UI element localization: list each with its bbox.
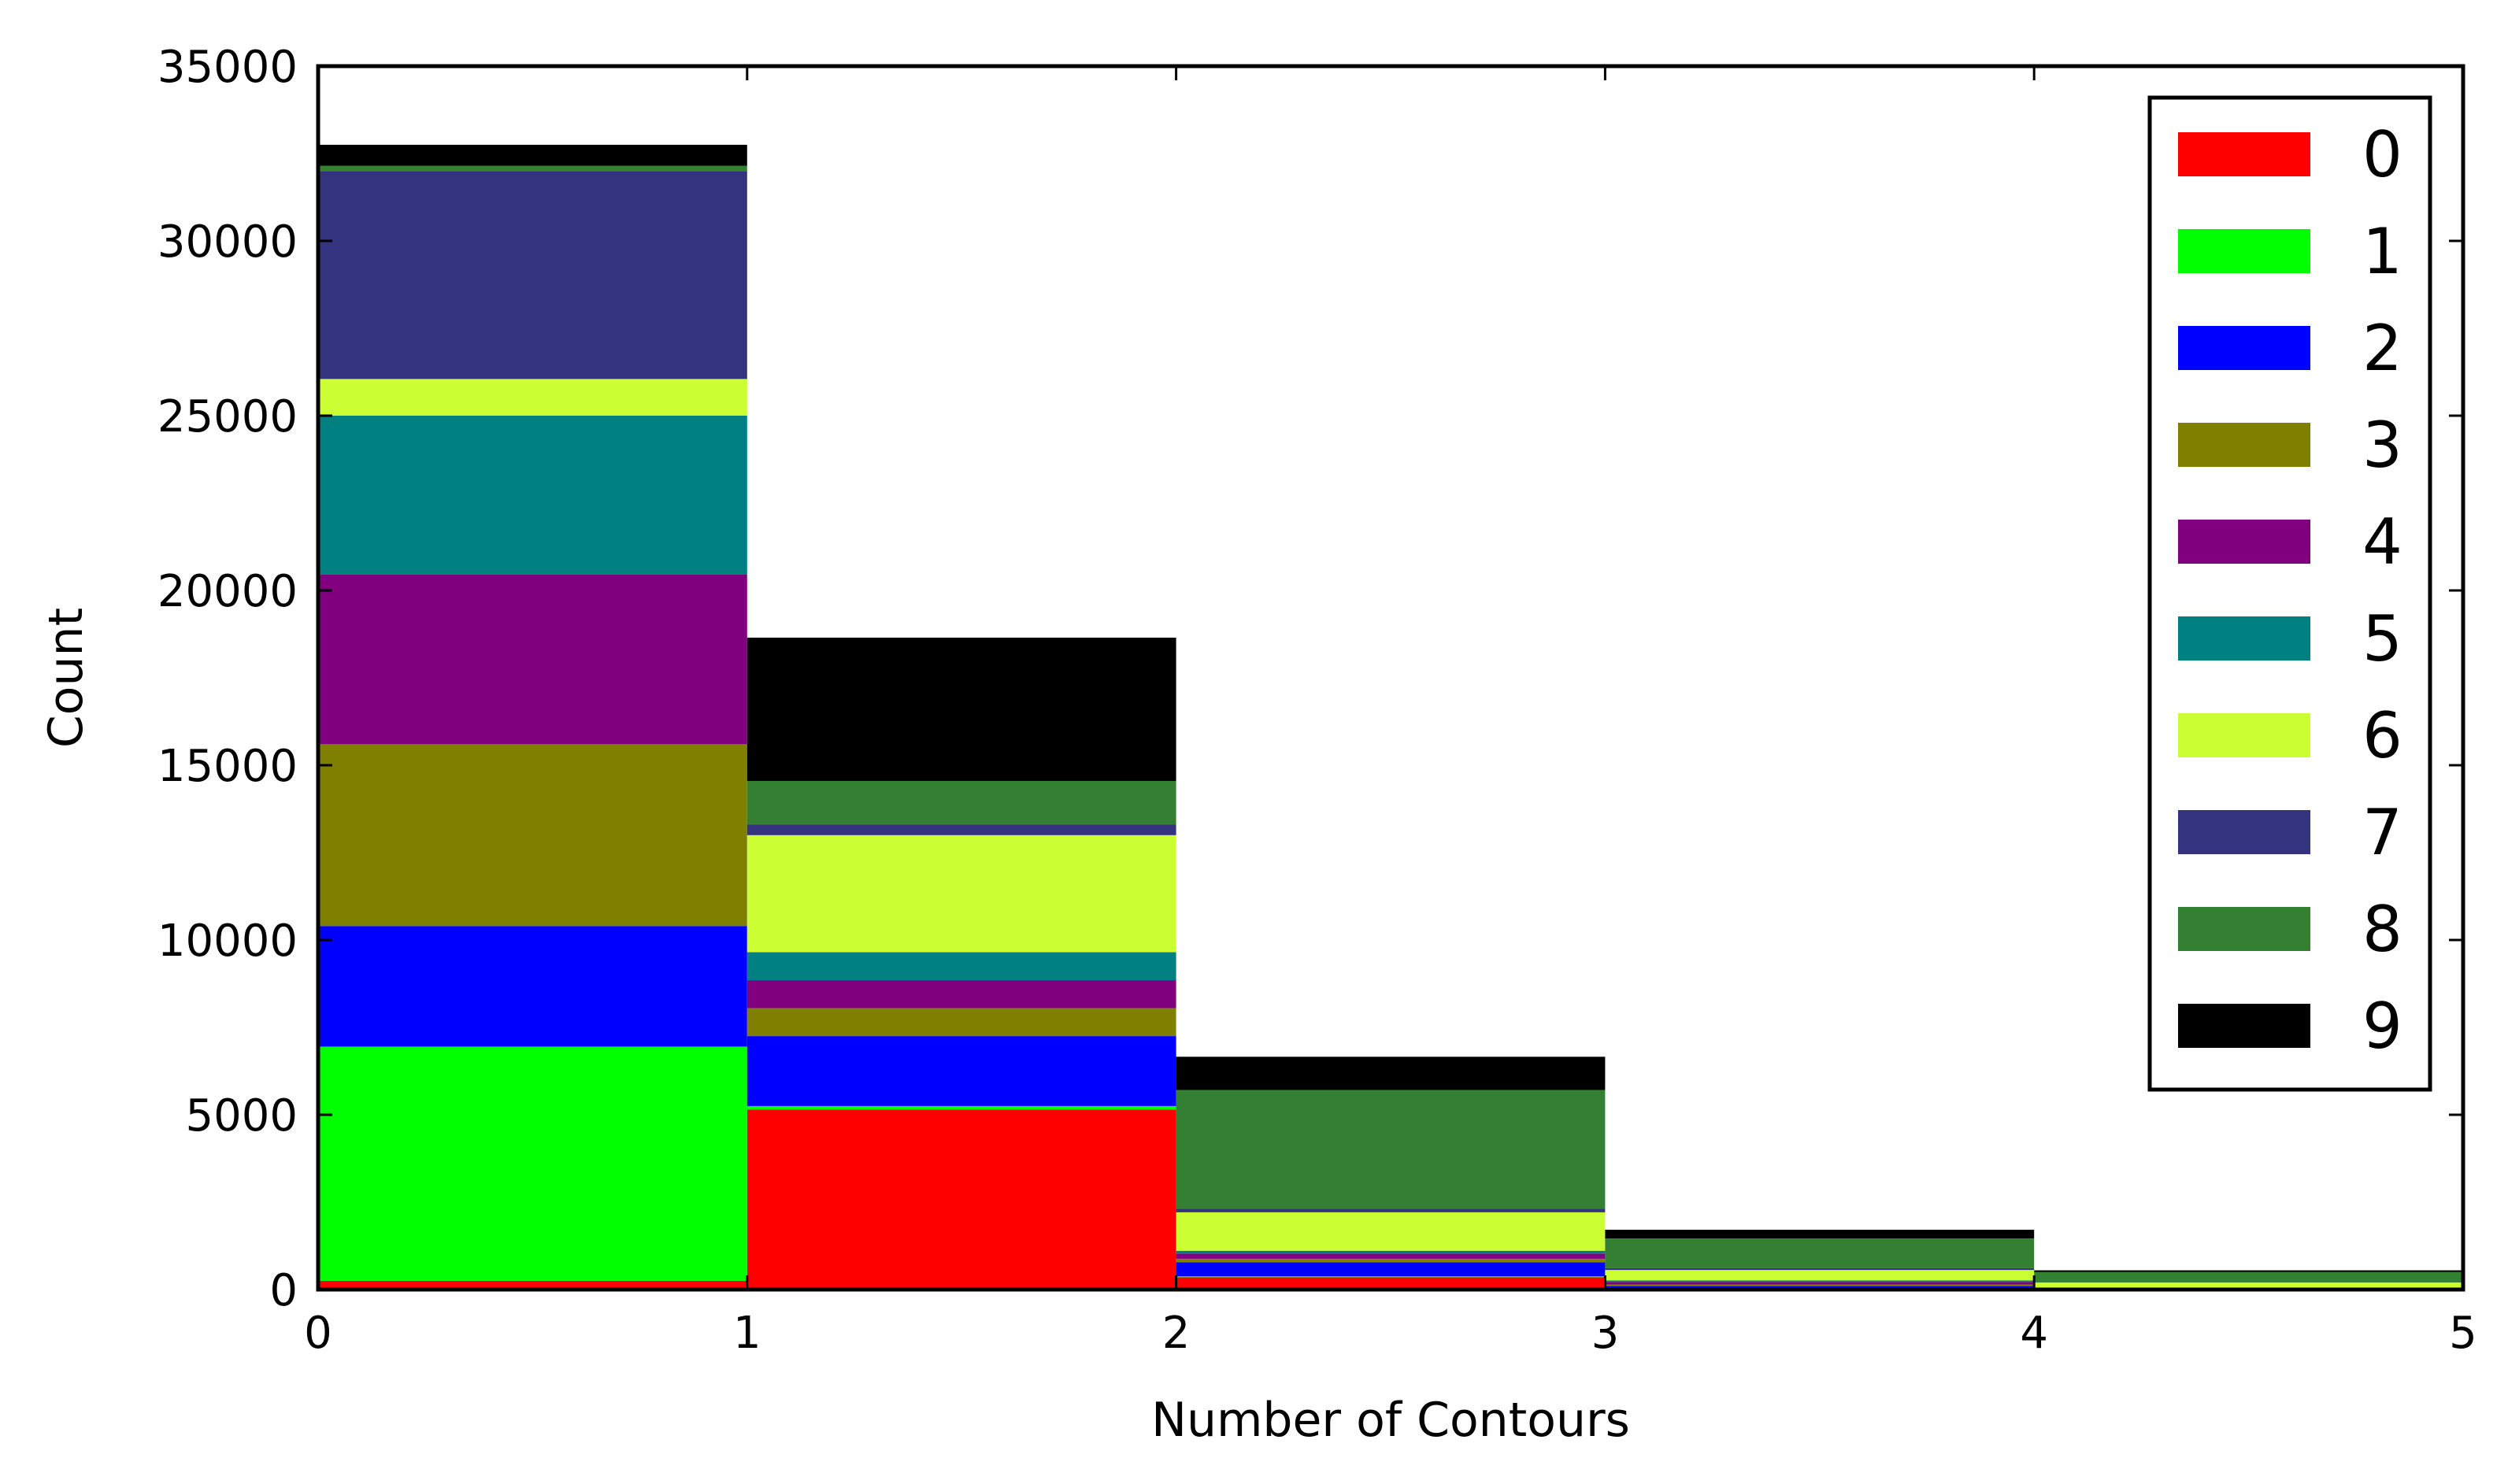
bar-segment-series-7-bin-3 xyxy=(1605,1268,2035,1271)
bar-segment-series-8-bin-0 xyxy=(318,165,747,172)
bar-segment-series-9-bin-0 xyxy=(318,144,747,166)
bar-segment-series-1-bin-0 xyxy=(318,1046,747,1281)
y-tick-label: 5000 xyxy=(185,1090,298,1142)
bar-segment-series-5-bin-3 xyxy=(1605,1280,2035,1282)
legend-label-7: 7 xyxy=(2362,796,2402,869)
x-tick-label: 2 xyxy=(1162,1308,1191,1359)
bar-segment-series-6-bin-2 xyxy=(1176,1212,1606,1251)
y-tick-label: 35000 xyxy=(157,42,298,93)
ticks-layer: 0 1 2 3 4 50500010000150002000025000300003500… xyxy=(157,42,2477,1359)
x-tick-label: 0 xyxy=(304,1308,332,1359)
bar-segment-series-9-bin-1 xyxy=(746,637,1176,781)
bar-segment-series-2-bin-2 xyxy=(1176,1262,1606,1277)
legend-label-0: 0 xyxy=(2362,118,2402,191)
x-tick-label: 1 xyxy=(733,1308,761,1359)
bar-segment-series-1-bin-1 xyxy=(746,1105,1176,1110)
legend-label-3: 3 xyxy=(2362,409,2402,482)
bar-segment-series-4-bin-2 xyxy=(1176,1253,1606,1259)
legend-label-4: 4 xyxy=(2362,505,2402,579)
legend-label-1: 1 xyxy=(2362,215,2402,288)
y-tick-label: 15000 xyxy=(157,741,298,792)
bar-segment-series-6-bin-3 xyxy=(1605,1270,2035,1281)
bar-segment-series-7-bin-1 xyxy=(746,824,1176,835)
bar-segment-series-9-bin-4 xyxy=(2034,1270,2463,1272)
x-axis-title: Number of Contours xyxy=(1151,1393,1630,1448)
bar-segment-series-4-bin-3 xyxy=(1605,1282,2035,1285)
bar-segment-series-3-bin-2 xyxy=(1176,1258,1606,1263)
bar-segment-series-0-bin-1 xyxy=(746,1109,1176,1290)
legend-swatch-1 xyxy=(2178,229,2310,273)
bar-segment-series-7-bin-2 xyxy=(1176,1208,1606,1212)
legend-swatch-0 xyxy=(2178,132,2310,176)
bar-segment-series-5-bin-2 xyxy=(1176,1250,1606,1254)
bar-segment-series-3-bin-1 xyxy=(746,1008,1176,1037)
bar-segment-series-8-bin-4 xyxy=(2034,1271,2463,1283)
legend: 0 1 2 3 4 5 6 7 8 9 xyxy=(2147,95,2432,1092)
bar-segment-series-2-bin-3 xyxy=(1605,1286,2035,1288)
bar-segment-series-8-bin-2 xyxy=(1176,1090,1606,1209)
bar-segment-series-9-bin-2 xyxy=(1176,1057,1606,1090)
bar-segment-series-9-bin-3 xyxy=(1605,1230,2035,1239)
y-tick-label: 10000 xyxy=(157,916,298,967)
bar-segment-series-8-bin-3 xyxy=(1605,1238,2035,1268)
legend-swatch-5 xyxy=(2178,616,2310,661)
bar-segment-series-5-bin-0 xyxy=(318,416,747,575)
y-axis-title: Count xyxy=(39,608,94,748)
legend-label-2: 2 xyxy=(2362,312,2402,385)
legend-label-8: 8 xyxy=(2362,893,2402,966)
bar-segment-series-0-bin-0 xyxy=(318,1280,747,1290)
bar-segment-series-3-bin-3 xyxy=(1605,1284,2035,1286)
bar-segment-series-4-bin-0 xyxy=(318,575,747,745)
legend-swatch-8 xyxy=(2178,907,2310,951)
plot-frame xyxy=(316,64,2465,1292)
legend-label-6: 6 xyxy=(2362,699,2402,772)
bar-segment-series-6-bin-4 xyxy=(2034,1282,2463,1288)
bars-layer xyxy=(318,144,2463,1290)
legend-label-9: 9 xyxy=(2362,990,2402,1063)
bar-segment-series-6-bin-0 xyxy=(318,379,747,416)
bar-segment-series-1-bin-2 xyxy=(1176,1276,1606,1278)
legend-swatch-3 xyxy=(2178,423,2310,467)
y-tick-label: 30000 xyxy=(157,216,298,268)
legend-swatch-6 xyxy=(2178,713,2310,757)
bar-segment-series-6-bin-1 xyxy=(746,835,1176,953)
legend-swatch-9 xyxy=(2178,1004,2310,1048)
y-tick-label: 0 xyxy=(269,1265,298,1316)
y-tick-label: 20000 xyxy=(157,566,298,617)
legend-swatch-7 xyxy=(2178,810,2310,854)
x-tick-label: 5 xyxy=(2449,1308,2477,1359)
x-tick-label: 3 xyxy=(1591,1308,1620,1359)
bar-segment-series-5-bin-1 xyxy=(746,952,1176,981)
bar-segment-series-7-bin-0 xyxy=(318,171,747,379)
legend-swatch-2 xyxy=(2178,326,2310,370)
bar-segment-series-8-bin-1 xyxy=(746,780,1176,825)
bar-segment-series-2-bin-1 xyxy=(746,1036,1176,1106)
bar-segment-series-3-bin-0 xyxy=(318,744,747,927)
y-tick-label: 25000 xyxy=(157,391,298,442)
bar-segment-series-0-bin-2 xyxy=(1176,1277,1606,1290)
x-tick-label: 4 xyxy=(2020,1308,2048,1359)
bar-segment-series-4-bin-1 xyxy=(746,980,1176,1008)
legend-swatch-4 xyxy=(2178,520,2310,564)
legend-label-5: 5 xyxy=(2362,602,2402,675)
bar-segment-series-2-bin-0 xyxy=(318,926,747,1047)
